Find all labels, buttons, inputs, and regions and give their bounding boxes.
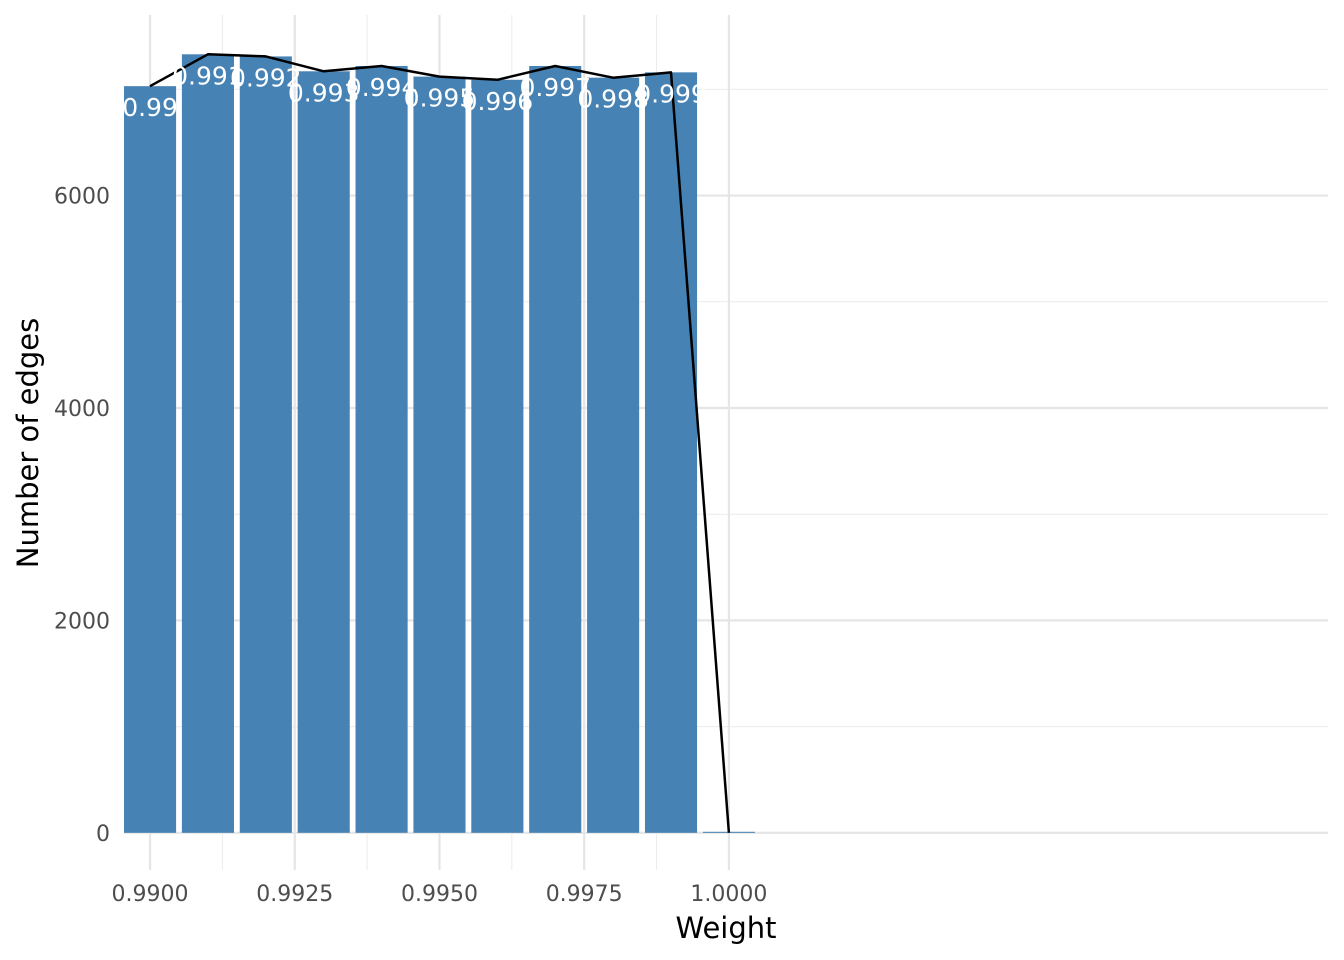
data-label: 0.992 <box>230 63 302 92</box>
bar <box>239 56 292 833</box>
y-axis-title: Number of edges <box>11 318 45 569</box>
x-tick-label: 1.0000 <box>690 882 767 907</box>
y-axis-ticks: 0 2000 4000 6000 <box>54 185 110 847</box>
trend-line-path <box>149 53 731 833</box>
bar <box>181 54 234 833</box>
x-tick-label: 0.9975 <box>546 882 623 907</box>
y-tick-label: 2000 <box>54 609 110 634</box>
data-label: 0.999 <box>635 79 707 108</box>
data-label: 0.995 <box>404 84 476 113</box>
data-label: 0.993 <box>288 78 360 107</box>
bar <box>413 76 466 833</box>
x-axis-title: Weight <box>675 911 776 945</box>
x-axis-ticks: 0.9900 0.9925 0.9950 0.9975 1.0000 <box>112 882 768 907</box>
bar <box>529 65 582 833</box>
bar <box>355 65 408 833</box>
data-labels: 0.990.9910.9920.9930.9940.9950.9960.9970… <box>122 61 707 122</box>
y-tick-label: 0 <box>96 822 110 847</box>
bar <box>587 77 640 833</box>
bar <box>124 86 177 833</box>
bars <box>124 54 755 833</box>
x-tick-label: 0.9925 <box>256 882 333 907</box>
data-label: 0.997 <box>519 73 591 102</box>
data-label: 0.994 <box>346 73 418 102</box>
y-tick-label: 4000 <box>54 397 110 422</box>
y-tick-label: 6000 <box>54 185 110 210</box>
bar <box>297 71 350 833</box>
data-label: 0.998 <box>577 85 649 114</box>
data-label: 0.99 <box>122 93 178 122</box>
x-tick-label: 0.9900 <box>112 882 189 907</box>
data-label: 0.996 <box>462 87 534 116</box>
trend-line <box>149 53 731 833</box>
x-tick-label: 0.9950 <box>401 882 478 907</box>
bar <box>644 72 698 833</box>
bar <box>471 79 524 833</box>
data-label: 0.991 <box>172 61 244 90</box>
